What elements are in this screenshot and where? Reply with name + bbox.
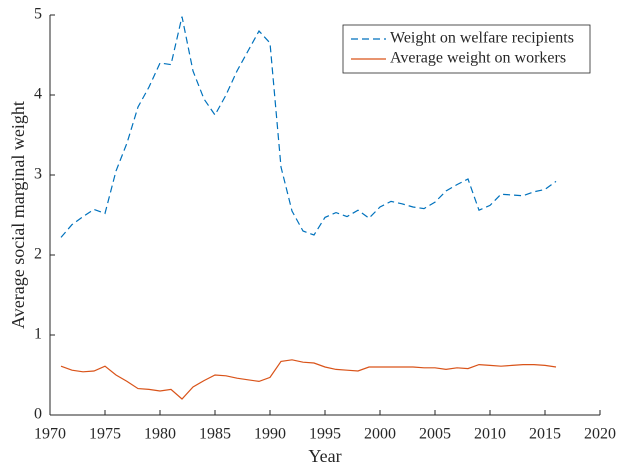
- y-tick-label: 5: [34, 6, 42, 23]
- legend-box: [342, 24, 591, 74]
- y-tick-label: 3: [34, 166, 42, 183]
- x-axis-label: Year: [308, 446, 341, 466]
- x-tick-label: 2015: [529, 426, 561, 443]
- x-tick-label: 1975: [89, 426, 121, 443]
- y-axis-label: Average social marginal weight: [8, 101, 28, 329]
- x-tick-label: 2005: [419, 426, 451, 443]
- y-tick-label: 4: [34, 86, 42, 103]
- legend-label: Average weight on workers: [390, 50, 566, 67]
- x-tick-label: 1985: [199, 426, 231, 443]
- data-line: [60, 16, 557, 238]
- y-tick-label: 2: [34, 246, 42, 263]
- y-tick-label: 1: [34, 326, 42, 343]
- legend-label: Weight on welfare recipients: [390, 30, 574, 47]
- x-tick-label: 1980: [144, 426, 176, 443]
- x-tick-label: 1995: [309, 426, 341, 443]
- x-tick-label: 2000: [364, 426, 396, 443]
- y-tick-label: 0: [34, 406, 42, 423]
- x-tick-label: 2010: [474, 426, 506, 443]
- x-tick-label: 1990: [254, 426, 286, 443]
- data-line: [60, 359, 557, 400]
- x-tick-label: 1970: [34, 426, 66, 443]
- x-tick-label: 2020: [584, 426, 616, 443]
